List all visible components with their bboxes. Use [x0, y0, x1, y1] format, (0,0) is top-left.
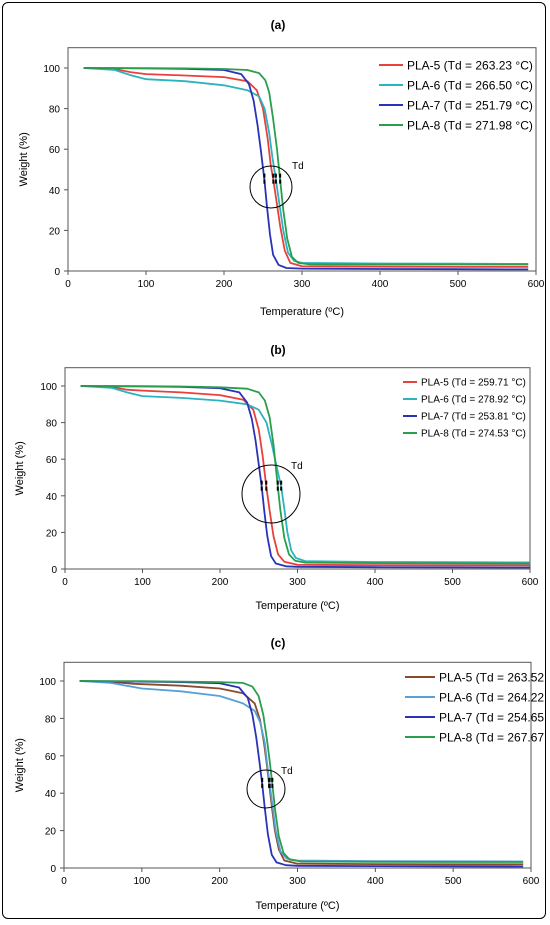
y-tick-label: 100: [43, 64, 60, 75]
y-tick-label: 80: [49, 105, 61, 116]
y-tick-label: 60: [46, 455, 58, 466]
x-tick-label: 100: [138, 279, 155, 290]
x-tick-label: 300: [289, 577, 306, 588]
y-axis-title: Weight (%): [14, 738, 26, 792]
x-tick-label: 100: [134, 577, 151, 588]
x-tick-label: 100: [133, 876, 150, 887]
x-tick-label: 300: [294, 279, 311, 290]
legend-entry: PLA-6 (Td = 266.50 °C): [407, 78, 533, 92]
series-line-pla-5: [79, 680, 524, 866]
panel-title: (a): [271, 18, 286, 32]
y-tick-label: 0: [51, 565, 57, 576]
x-axis-title: Temperature (ºC): [260, 306, 344, 318]
td-circle: [249, 165, 293, 209]
series-line-pla-8: [83, 67, 529, 266]
x-tick-label: 500: [450, 279, 467, 290]
x-tick-label: 500: [445, 876, 462, 887]
legend-entry: PLA-7 (Td = 254.65 °C): [439, 710, 547, 724]
series-line-pla-7: [83, 67, 529, 271]
series-line-pla-8: [79, 680, 524, 863]
legend-entry: PLA-8 (Td = 274.53 °C): [421, 429, 526, 440]
x-tick-label: 200: [211, 876, 228, 887]
legend-entry: PLA-5 (Td = 263.23 °C): [407, 58, 533, 72]
panel-title: (c): [271, 636, 286, 650]
legend-entry: PLA-7 (Td = 253.81 °C): [421, 412, 526, 423]
td-annotation-label: Td: [291, 461, 303, 472]
x-tick-label: 600: [528, 279, 545, 290]
x-tick-label: 300: [289, 876, 306, 887]
legend-entry: PLA-8 (Td = 271.98 °C): [407, 118, 533, 132]
x-axis-title: Temperature (ºC): [255, 900, 339, 912]
x-tick-label: 400: [367, 577, 384, 588]
y-tick-label: 20: [49, 226, 61, 237]
y-tick-label: 20: [46, 528, 58, 539]
y-tick-label: 100: [39, 677, 56, 688]
y-tick-label: 80: [46, 419, 58, 430]
legend-entry: PLA-6 (Td = 278.92 °C): [421, 395, 526, 406]
y-tick-label: 40: [45, 789, 57, 800]
y-tick-label: 60: [45, 752, 57, 763]
x-tick-label: 0: [65, 279, 71, 290]
x-tick-label: 600: [523, 876, 540, 887]
y-tick-label: 40: [46, 492, 58, 503]
legend-entry: PLA-7 (Td = 251.79 °C): [407, 98, 533, 112]
x-tick-label: 200: [212, 577, 229, 588]
x-tick-label: 400: [372, 279, 389, 290]
series-line-pla-5: [80, 385, 530, 567]
legend-entry: PLA-5 (Td = 259.71 °C): [421, 378, 526, 389]
td-circle: [246, 769, 286, 809]
y-tick-label: 0: [54, 267, 60, 278]
y-tick-label: 40: [49, 186, 61, 197]
legend-entry: PLA-5 (Td = 263.52 °C): [439, 670, 547, 684]
series-line-pla-7: [79, 680, 524, 868]
y-tick-label: 20: [45, 827, 57, 838]
series-line-pla-5: [83, 67, 529, 268]
panel-title: (b): [270, 343, 285, 357]
x-tick-label: 600: [522, 577, 539, 588]
td-annotation-label: Td: [281, 766, 293, 777]
y-tick-label: 100: [40, 382, 57, 393]
series-line-pla-6: [79, 680, 524, 863]
x-tick-label: 200: [216, 279, 233, 290]
legend-entry: PLA-8 (Td = 267.67 °C): [439, 730, 547, 744]
x-tick-label: 500: [444, 577, 461, 588]
y-axis-title: Weight (%): [14, 441, 26, 495]
x-tick-label: 0: [61, 876, 67, 887]
x-tick-label: 0: [62, 577, 68, 588]
td-annotation-label: Td: [292, 161, 304, 172]
tga-figure: (a)0 100 200 300 400 500 600020406080100Temper…: [14, 18, 550, 912]
x-tick-label: 400: [367, 876, 384, 887]
td-circle: [241, 464, 301, 524]
y-tick-label: 80: [45, 714, 57, 725]
x-axis-title: Temperature (ºC): [255, 600, 339, 612]
y-tick-label: 0: [50, 864, 56, 875]
y-tick-label: 60: [49, 145, 61, 156]
y-axis-title: Weight (%): [18, 132, 30, 186]
legend-entry: PLA-6 (Td = 264.22 °C): [439, 690, 547, 704]
